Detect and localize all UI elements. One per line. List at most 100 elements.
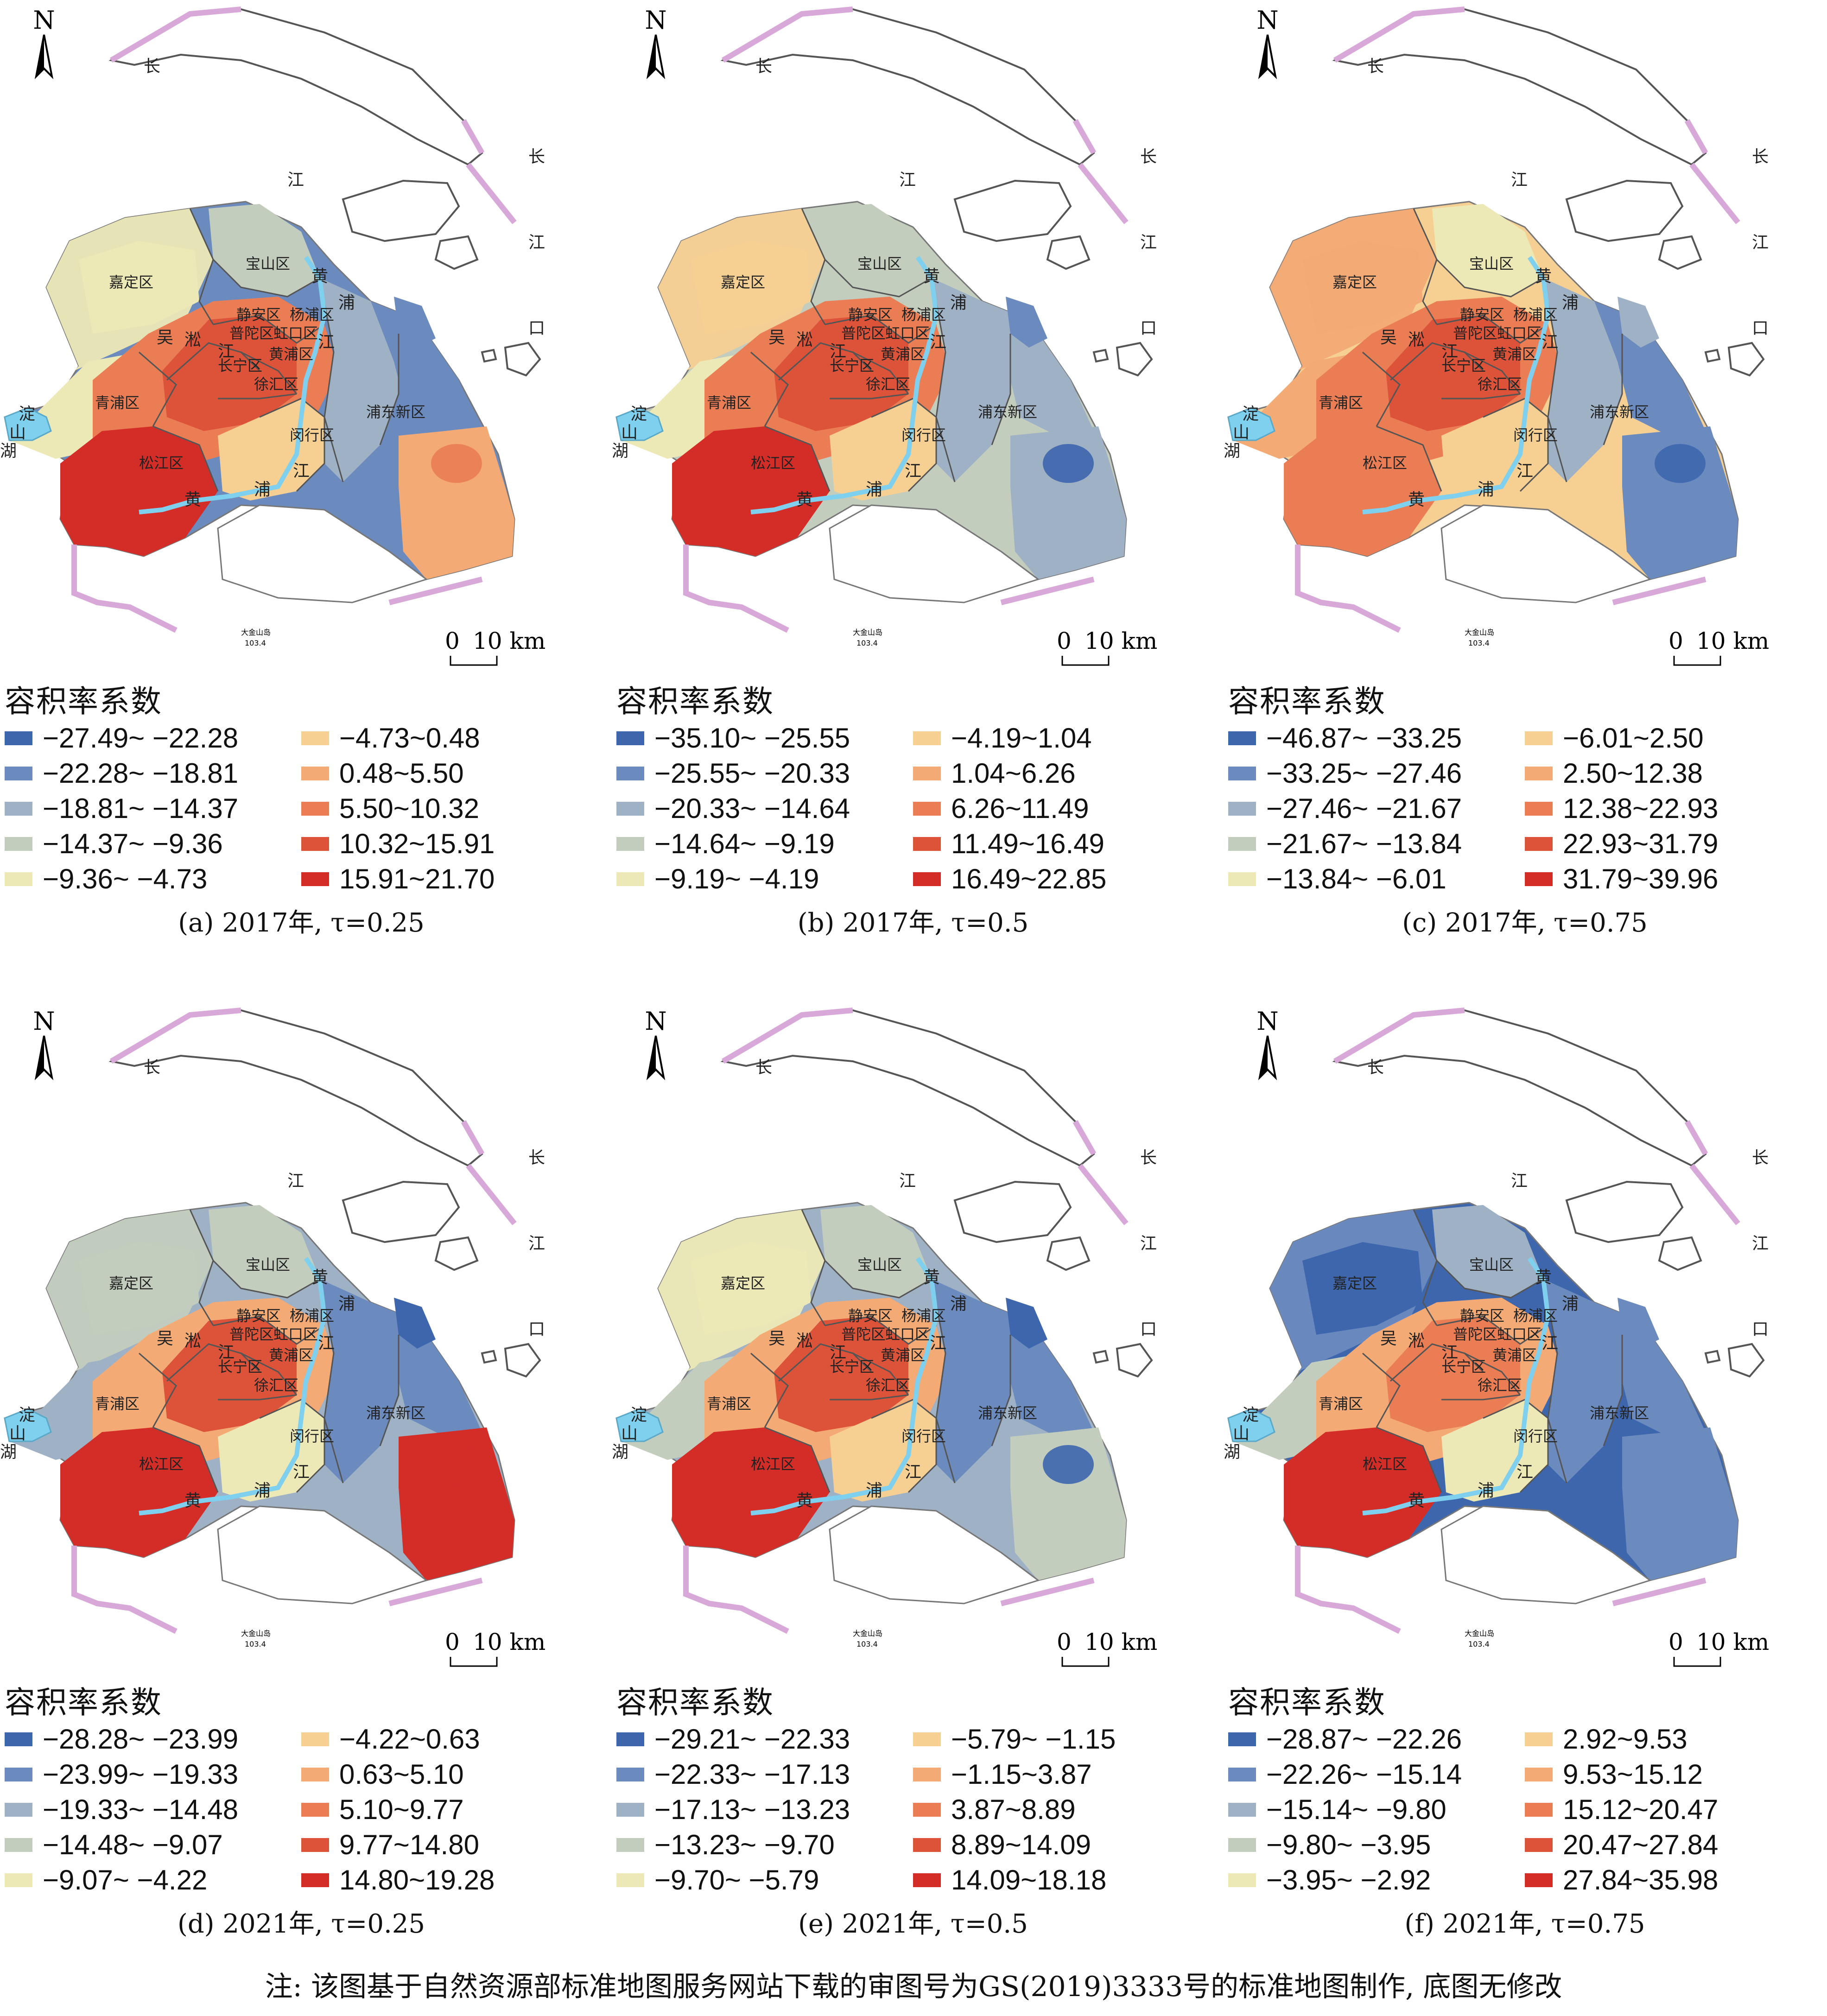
coastline-south bbox=[1295, 545, 1706, 633]
legend-range-label: −20.33~ −14.64 bbox=[654, 793, 850, 824]
putuo-label: 普陀区 bbox=[1453, 1325, 1497, 1343]
yangpu-label: 杨浦区 bbox=[901, 306, 946, 323]
baoshan-label: 宝山区 bbox=[246, 255, 290, 273]
song-label: 淞 bbox=[796, 330, 813, 349]
dianshan-lake bbox=[4, 407, 52, 441]
huangpu-river bbox=[1362, 1257, 1551, 1515]
legend-range-label: −9.80~ −3.95 bbox=[1266, 1829, 1431, 1860]
huangpu-label: 黄浦区 bbox=[269, 345, 313, 363]
zone-baoshan bbox=[820, 204, 932, 297]
chang-label: 长 bbox=[1752, 1148, 1769, 1167]
legend-swatch bbox=[5, 767, 32, 780]
xuhui-label: 徐汇区 bbox=[254, 375, 298, 393]
legend-range-label: 8.89~14.09 bbox=[951, 1829, 1091, 1860]
island-4 bbox=[504, 342, 541, 377]
legend-swatch bbox=[913, 872, 941, 886]
huangpu-label: 黄浦区 bbox=[881, 1346, 925, 1364]
putuo-label: 普陀区 bbox=[841, 324, 886, 342]
zone-blob-ne bbox=[394, 1298, 436, 1349]
zone-songjiang bbox=[1284, 426, 1441, 556]
legend-range-label: 0.48~5.50 bbox=[339, 758, 464, 789]
huang-label: 黄 bbox=[311, 267, 328, 286]
jiading-label: 嘉定区 bbox=[1332, 1274, 1377, 1292]
wu-label: 吴 bbox=[157, 1329, 173, 1348]
zone-pudong-w bbox=[1543, 1279, 1622, 1483]
minhang-label: 闵行区 bbox=[290, 1427, 334, 1445]
legend-range-label: −27.46~ −21.67 bbox=[1266, 793, 1462, 824]
legend-range-label: 27.84~35.98 bbox=[1563, 1864, 1719, 1896]
dian-label: 淀 bbox=[19, 1406, 35, 1425]
kou-label: 口 bbox=[528, 1320, 545, 1339]
shan-label: 山 bbox=[621, 1424, 638, 1443]
north-label: N bbox=[33, 6, 55, 35]
legend-swatch bbox=[1228, 1732, 1256, 1746]
huang-label: 黄 bbox=[796, 1491, 813, 1510]
map-panel-3: N bbox=[1224, 0, 1826, 938]
legend-swatch bbox=[301, 731, 329, 745]
song-label: 淞 bbox=[1408, 330, 1425, 349]
chang-label: 长 bbox=[1140, 1148, 1157, 1167]
legend-swatch bbox=[1228, 767, 1256, 780]
legend-range-label: 5.10~9.77 bbox=[339, 1794, 464, 1825]
jiading-label: 嘉定区 bbox=[109, 1274, 153, 1292]
song-label: 淞 bbox=[796, 1331, 813, 1350]
legend-swatch bbox=[1228, 1873, 1256, 1887]
zone-songjiang bbox=[1284, 1427, 1441, 1557]
shan-label: 山 bbox=[9, 423, 26, 442]
legend-swatch bbox=[5, 1768, 32, 1781]
hongkou-label: 虹口区 bbox=[885, 1325, 930, 1343]
scale-zero-label: 0 bbox=[1057, 628, 1072, 654]
changning-label: 长宁区 bbox=[218, 357, 262, 374]
island-4 bbox=[1727, 342, 1765, 377]
legend-range-label: −21.67~ −13.84 bbox=[1266, 828, 1462, 859]
district-boundaries bbox=[1362, 208, 1623, 492]
qingpu-label: 青浦区 bbox=[1319, 394, 1363, 412]
panel-caption: (c) 2017年, τ=0.75 bbox=[1402, 908, 1648, 938]
jingan-label: 静安区 bbox=[236, 1307, 281, 1325]
chongming-island bbox=[720, 8, 1095, 166]
legend-swatch bbox=[616, 837, 644, 851]
zone-songjiang bbox=[672, 1427, 830, 1557]
jiang-label: 江 bbox=[905, 1463, 921, 1482]
zone-core bbox=[1386, 1316, 1520, 1432]
chongming-island bbox=[1332, 8, 1707, 166]
legend-range-label: 0.63~5.10 bbox=[339, 1759, 464, 1790]
legend-range-label: −4.22~0.63 bbox=[339, 1724, 480, 1755]
scale-bar: 0 10 km bbox=[1057, 1629, 1157, 1667]
legend-swatch bbox=[913, 767, 941, 780]
hu-label: 湖 bbox=[0, 1443, 17, 1462]
legend-swatch bbox=[1525, 1838, 1553, 1852]
huangpu-river bbox=[750, 256, 939, 514]
zone-core bbox=[774, 315, 908, 431]
water-labels: 长 江 长 江 口 黄 浦 江 吴 淞 江 黄 浦 江 淀 山 湖 bbox=[1224, 1058, 1769, 1510]
pudong-label: 浦东新区 bbox=[978, 403, 1037, 421]
jingan-label: 静安区 bbox=[848, 306, 893, 323]
huang-label: 黄 bbox=[184, 1491, 201, 1510]
north-arrow: N bbox=[645, 1007, 667, 1080]
legend-swatch bbox=[913, 1732, 941, 1746]
legend-range-label: −22.26~ −15.14 bbox=[1266, 1759, 1462, 1790]
jingan-label: 静安区 bbox=[236, 306, 281, 323]
jingan-label: 静安区 bbox=[1460, 1307, 1504, 1325]
legend-swatch bbox=[5, 1803, 32, 1817]
legend-range-label: −13.23~ −9.70 bbox=[654, 1829, 835, 1860]
legend-range-label: −9.07~ −4.22 bbox=[43, 1864, 208, 1896]
scale-text-label: 10 km bbox=[1085, 1629, 1157, 1655]
hu-label: 湖 bbox=[612, 1443, 628, 1462]
jiang-label: 江 bbox=[287, 1172, 304, 1191]
map-panel-1: N bbox=[0, 0, 603, 938]
changning-label: 长宁区 bbox=[1441, 357, 1486, 374]
legend-range-label: −5.79~ −1.15 bbox=[951, 1724, 1116, 1755]
yangpu-label: 杨浦区 bbox=[1513, 306, 1558, 323]
island-3 bbox=[1658, 1236, 1702, 1271]
legend-swatch bbox=[301, 837, 329, 851]
legend-range-label: −1.15~3.87 bbox=[951, 1759, 1092, 1790]
legend-range-label: −18.81~ −14.37 bbox=[43, 793, 239, 824]
island-2 bbox=[1565, 179, 1684, 242]
water-labels: 长 江 长 江 口 黄 浦 江 吴 淞 江 黄 浦 江 淀 山 湖 bbox=[612, 57, 1157, 509]
scale-text-label: 10 km bbox=[1696, 1629, 1769, 1655]
summit-height-label: 103.4 bbox=[856, 639, 878, 647]
changning-label: 长宁区 bbox=[830, 357, 874, 374]
qingpu-label: 青浦区 bbox=[707, 394, 751, 412]
huangpu-label: 黄浦区 bbox=[881, 345, 925, 363]
